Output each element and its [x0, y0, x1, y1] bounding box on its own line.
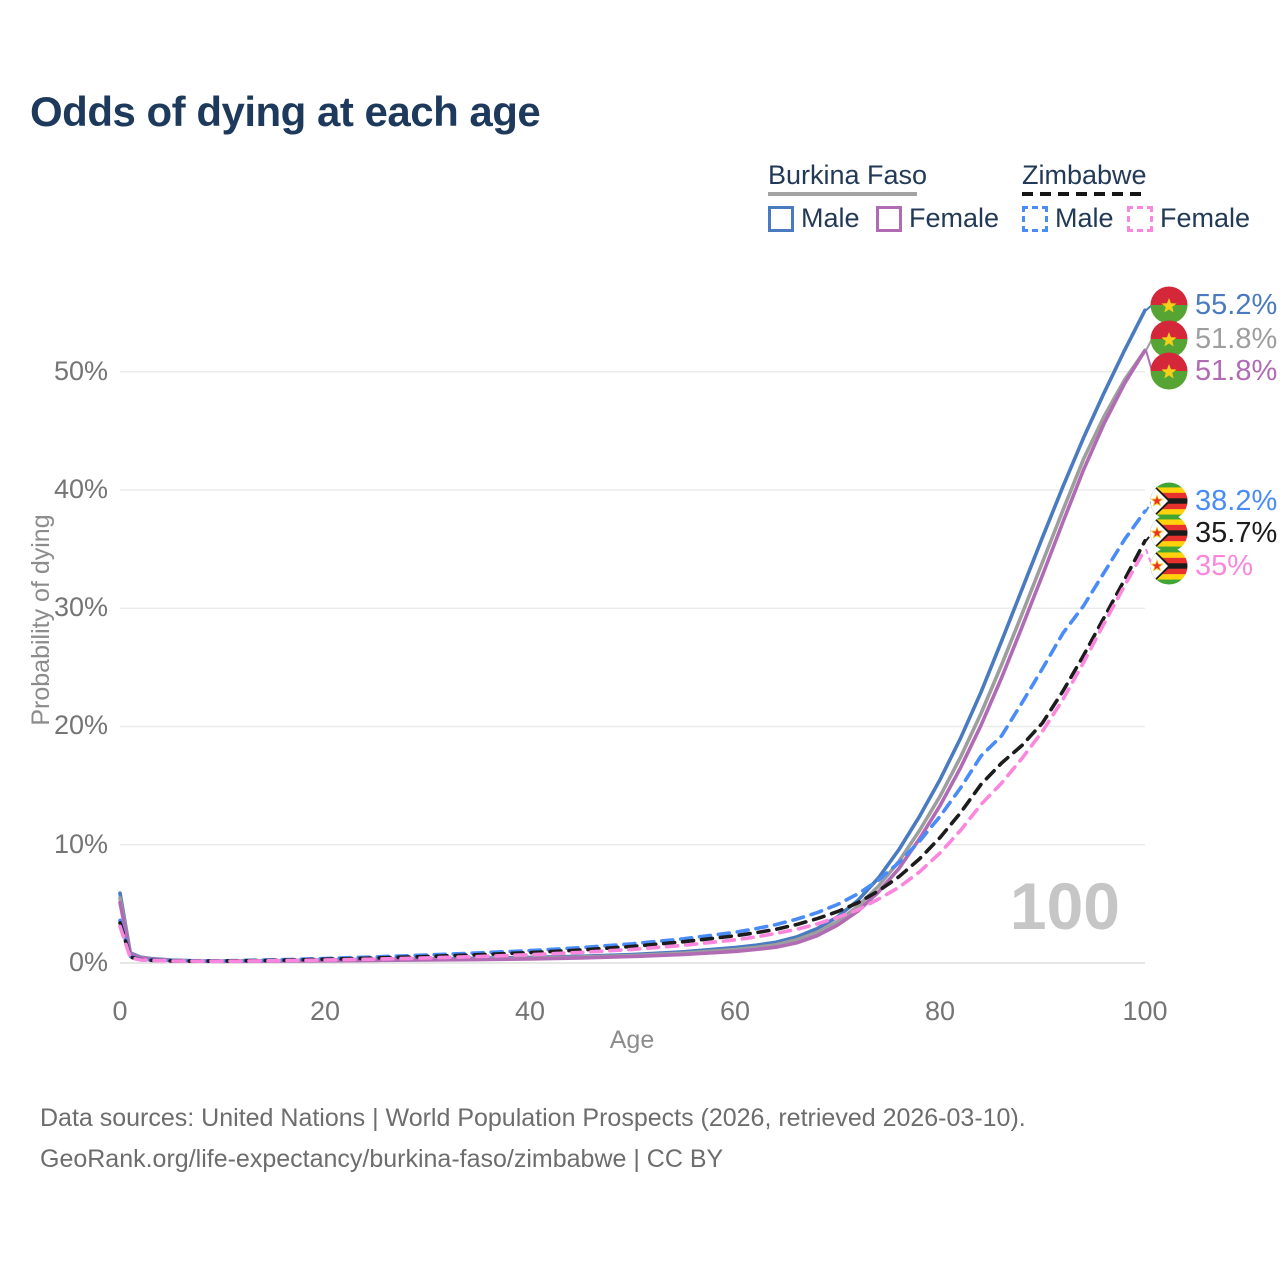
page-title: Odds of dying at each age — [30, 88, 541, 135]
data-source-text: Data sources: United Nations | World Pop… — [40, 1104, 1026, 1132]
end-label-burkina-faso-total: 51.8% — [1150, 320, 1277, 358]
hover-age-indicator: 100 — [1009, 869, 1120, 943]
burkina-faso-flag-icon — [1150, 352, 1188, 390]
legend-zimbabwe-line-swatch — [1022, 192, 1142, 196]
end-label-burkina-faso-male: 55.2% — [1150, 286, 1277, 324]
end-label-value: 38.2% — [1195, 484, 1278, 517]
legend-item-zimbabwe-female[interactable]: Female — [1127, 203, 1250, 234]
y-tick-label: 50% — [53, 356, 108, 386]
y-tick-label: 30% — [53, 592, 108, 622]
end-label-value: 51.8% — [1195, 322, 1278, 355]
x-tick-label: 80 — [924, 996, 956, 1026]
zimbabwe-flag-icon — [1150, 514, 1188, 552]
burkina-faso-flag-icon — [1150, 320, 1188, 358]
zimbabwe-flag-icon — [1150, 547, 1188, 585]
end-label-zimbabwe-total: 35.7% — [1150, 514, 1277, 552]
x-tick-label: 100 — [1122, 996, 1168, 1026]
x-tick-label: 20 — [309, 996, 341, 1026]
series-line-burkina-faso-male[interactable] — [118, 308, 1147, 963]
burkina-faso-flag-icon — [1150, 286, 1188, 324]
attribution-text: GeoRank.org/life-expectancy/burkina-faso… — [40, 1145, 724, 1173]
legend-item-zimbabwe-male[interactable]: Male — [1022, 203, 1114, 234]
y-axis-title: Probability of dying — [27, 514, 55, 726]
legend-swatch-icon — [768, 205, 794, 232]
legend-item-label: Male — [1055, 203, 1114, 233]
x-tick-label: 0 — [112, 996, 128, 1026]
y-tick-label: 20% — [53, 710, 108, 740]
legend-country-burkina-faso: Burkina Faso — [768, 160, 928, 190]
legend-item-label: Female — [909, 203, 1000, 233]
series-line-zimbabwe-male[interactable] — [118, 509, 1147, 963]
end-label-value: 51.8% — [1195, 354, 1278, 387]
end-label-zimbabwe-female: 35% — [1150, 547, 1253, 585]
legend-country-zimbabwe: Zimbabwe — [1022, 160, 1147, 190]
end-label-burkina-faso-female: 51.8% — [1150, 352, 1277, 390]
y-tick-label: 0% — [68, 947, 108, 977]
y-tick-label: 10% — [53, 829, 108, 859]
legend-burkina-faso-line-swatch — [768, 192, 917, 196]
end-label-value: 35% — [1195, 549, 1254, 582]
legend-swatch-icon — [1022, 205, 1048, 232]
x-axis-title: Age — [609, 1026, 655, 1054]
series-line-zimbabwe-female[interactable] — [118, 547, 1147, 963]
x-tick-label: 60 — [719, 996, 751, 1026]
legend-item-burkina-faso-female[interactable]: Female — [876, 203, 999, 234]
end-label-value: 35.7% — [1195, 516, 1278, 549]
series-line-zimbabwe[interactable] — [118, 539, 1147, 963]
x-tick-label: 40 — [514, 996, 546, 1026]
y-tick-label: 40% — [53, 474, 108, 504]
legend-swatch-icon — [876, 205, 902, 232]
legend-item-label: Female — [1160, 203, 1251, 233]
legend-swatch-icon — [1127, 205, 1153, 232]
end-label-value: 55.2% — [1195, 288, 1278, 321]
legend-item-burkina-faso-male[interactable]: Male — [768, 203, 860, 234]
legend-item-label: Male — [801, 203, 860, 233]
